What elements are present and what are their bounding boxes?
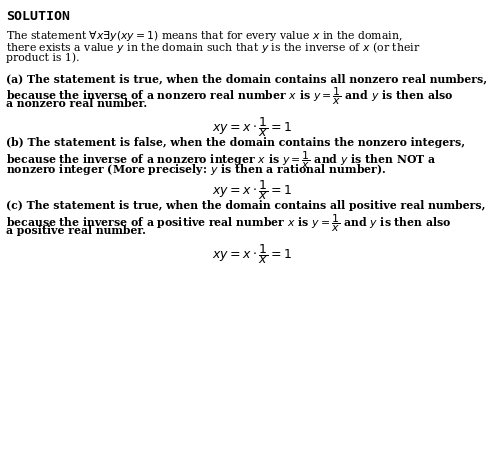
Text: there exists a value $y$ in the domain such that $y$ is the inverse of $x$ (or t: there exists a value $y$ in the domain s… <box>6 40 420 55</box>
Text: (a) The statement is true, when the domain contains all nonzero real numbers,: (a) The statement is true, when the doma… <box>6 73 487 84</box>
Text: The statement $\forall x\exists y(xy = 1)$ means that for every value $x$ in the: The statement $\forall x\exists y(xy = 1… <box>6 28 403 43</box>
Text: because the inverse of a positive real number $x$ is $y = \dfrac{1}{x}$ and $y$ : because the inverse of a positive real n… <box>6 212 452 234</box>
Text: (b) The statement is false, when the domain contains the nonzero integers,: (b) The statement is false, when the dom… <box>6 136 465 147</box>
Text: because the inverse of a nonzero integer $x$ is $y = \dfrac{1}{x}$ and $y$ is th: because the inverse of a nonzero integer… <box>6 149 436 170</box>
Text: product is 1).: product is 1). <box>6 52 80 63</box>
Text: $xy = x \cdot \dfrac{1}{x} = 1$: $xy = x \cdot \dfrac{1}{x} = 1$ <box>212 241 292 265</box>
Text: nonzero integer (More precisely: $y$ is then a rational number).: nonzero integer (More precisely: $y$ is … <box>6 161 387 176</box>
Text: $xy = x \cdot \dfrac{1}{x} = 1$: $xy = x \cdot \dfrac{1}{x} = 1$ <box>212 114 292 138</box>
Text: because the inverse of a nonzero real number $x$ is $y = \dfrac{1}{x}$ and $y$ i: because the inverse of a nonzero real nu… <box>6 85 453 107</box>
Text: (c) The statement is true, when the domain contains all positive real numbers,: (c) The statement is true, when the doma… <box>6 200 485 211</box>
Text: $xy = x \cdot \dfrac{1}{x} = 1$: $xy = x \cdot \dfrac{1}{x} = 1$ <box>212 178 292 202</box>
Text: SOLUTION: SOLUTION <box>6 10 70 23</box>
Text: a positive real number.: a positive real number. <box>6 224 146 235</box>
Text: a nonzero real number.: a nonzero real number. <box>6 98 147 109</box>
